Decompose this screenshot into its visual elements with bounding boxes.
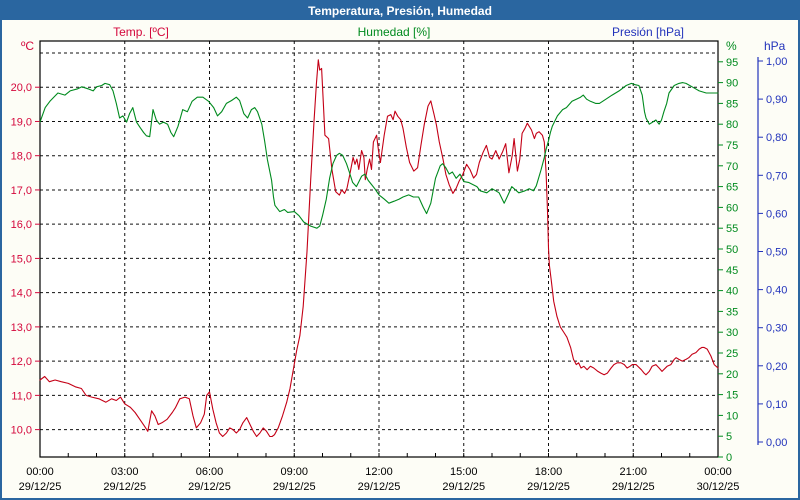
x-date-label: 29/12/25 — [527, 481, 570, 493]
pressure-tick-label: 0,40 — [766, 285, 787, 297]
pressure-tick-label: 1,00 — [766, 56, 787, 68]
x-time-label: 15:00 — [450, 466, 478, 478]
humidity-tick-label: 5 — [726, 431, 732, 443]
x-date-label: 29/12/25 — [273, 481, 316, 493]
x-date-label: 29/12/25 — [442, 481, 485, 493]
x-date-label: 29/12/25 — [612, 481, 655, 493]
humidity-tick-label: 40 — [726, 286, 738, 298]
humidity-tick-label: 10 — [726, 410, 738, 422]
x-time-label: 18:00 — [535, 466, 563, 478]
temp-tick-label: 14,0 — [11, 288, 32, 300]
x-date-label: 29/12/25 — [188, 481, 231, 493]
humidity-tick-label: 50 — [726, 244, 738, 256]
humidity-tick-label: 55 — [726, 223, 738, 235]
humidity-tick-label: 75 — [726, 140, 738, 152]
legend-item-1: Humedad [%] — [358, 25, 431, 39]
legend: Temp. [ºC] Humedad [%] Presión [hPa] — [113, 25, 684, 39]
temp-tick-label: 16,0 — [11, 219, 32, 231]
x-time-label: 12:00 — [365, 466, 393, 478]
pressure-tick-label: 0,60 — [766, 208, 787, 220]
temp-unit-label: ºC — [21, 39, 34, 53]
humidity-unit-label: % — [726, 39, 737, 53]
humidity-tick-label: 65 — [726, 182, 738, 194]
pressure-tick-label: 0,80 — [766, 132, 787, 144]
temp-tick-label: 15,0 — [11, 253, 32, 265]
x-time-label: 06:00 — [196, 466, 224, 478]
window-title: Temperatura, Presión, Humedad — [308, 4, 492, 18]
pressure-tick-label: 0,10 — [766, 399, 787, 411]
pressure-axis: 1,00 0,90 0,80 0,70 0,60 0,50 0,40 0,30 0,20 0,10… — [757, 39, 787, 449]
x-date-label: 29/12/25 — [103, 481, 146, 493]
temp-tick-label: 20,0 — [11, 82, 32, 94]
x-date-label: 29/12/25 — [19, 481, 62, 493]
temp-tick-label: 10,0 — [11, 425, 32, 437]
temp-tick-label: 12,0 — [11, 356, 32, 368]
humidity-tick-label: 60 — [726, 202, 738, 214]
humidity-tick-label: 0 — [726, 452, 732, 464]
pressure-tick-label: 0,00 — [766, 437, 787, 449]
humidity-series-line — [39, 82, 719, 229]
humidity-tick-label: 25 — [726, 348, 738, 360]
title-bar: Temperatura, Presión, Humedad — [2, 2, 798, 20]
x-time-label: 09:00 — [280, 466, 308, 478]
pressure-tick-label: 0,90 — [766, 94, 787, 106]
legend-item-2: Presión [hPa] — [612, 25, 684, 39]
temp-tick-label: 13,0 — [11, 322, 32, 334]
x-time-label: 21:00 — [619, 466, 647, 478]
humidity-tick-label: 95 — [726, 57, 738, 69]
x-date-label: 30/12/25 — [697, 481, 740, 493]
temp-tick-label: 17,0 — [11, 185, 32, 197]
pressure-tick-label: 0,70 — [766, 170, 787, 182]
x-date-label: 29/12/25 — [358, 481, 401, 493]
humidity-tick-label: 70 — [726, 161, 738, 173]
temperature-series-line — [39, 59, 719, 438]
temp-tick-label: 18,0 — [11, 151, 32, 163]
temp-axis: 20,0 19,0 18,0 17,0 16,0 15,0 14,0 13,0 12,0 11,0… — [11, 39, 40, 437]
humidity-tick-label: 15 — [726, 390, 738, 402]
humidity-tick-label: 80 — [726, 119, 738, 131]
humidity-tick-label: 35 — [726, 306, 738, 318]
pressure-tick-label: 0,30 — [766, 323, 787, 335]
humidity-axis: 0 5 10 15 20 25 30 35 40 45 50 55 60 65 70 75 80 85 90 95% — [718, 39, 738, 464]
pressure-tick-label: 0,20 — [766, 361, 787, 373]
humidity-tick-label: 90 — [726, 78, 738, 90]
temp-tick-label: 11,0 — [11, 390, 32, 402]
humidity-tick-label: 45 — [726, 265, 738, 277]
temp-tick-label: 19,0 — [11, 116, 32, 128]
x-time-label: 03:00 — [111, 466, 139, 478]
hour-ticks — [67, 453, 691, 457]
x-axis: 00:00 29/12/25 03:00 29/12/25 06:00 29/12/25 0… — [19, 466, 740, 493]
chart-svg: 20,0 19,0 18,0 17,0 16,0 15,0 14,0 13,0 12,0 11,0… — [11, 25, 788, 493]
legend-item-0: Temp. [ºC] — [113, 25, 169, 39]
humidity-tick-label: 30 — [726, 327, 738, 339]
pressure-unit-label: hPa — [764, 39, 786, 53]
chart-area: 20,0 19,0 18,0 17,0 16,0 15,0 14,0 13,0 12,0 11,0… — [2, 20, 798, 498]
humidity-tick-label: 20 — [726, 369, 738, 381]
x-time-label: 00:00 — [704, 466, 732, 478]
pressure-tick-label: 0,50 — [766, 247, 787, 259]
x-time-label: 00:00 — [26, 466, 54, 478]
humidity-tick-label: 85 — [726, 98, 738, 110]
